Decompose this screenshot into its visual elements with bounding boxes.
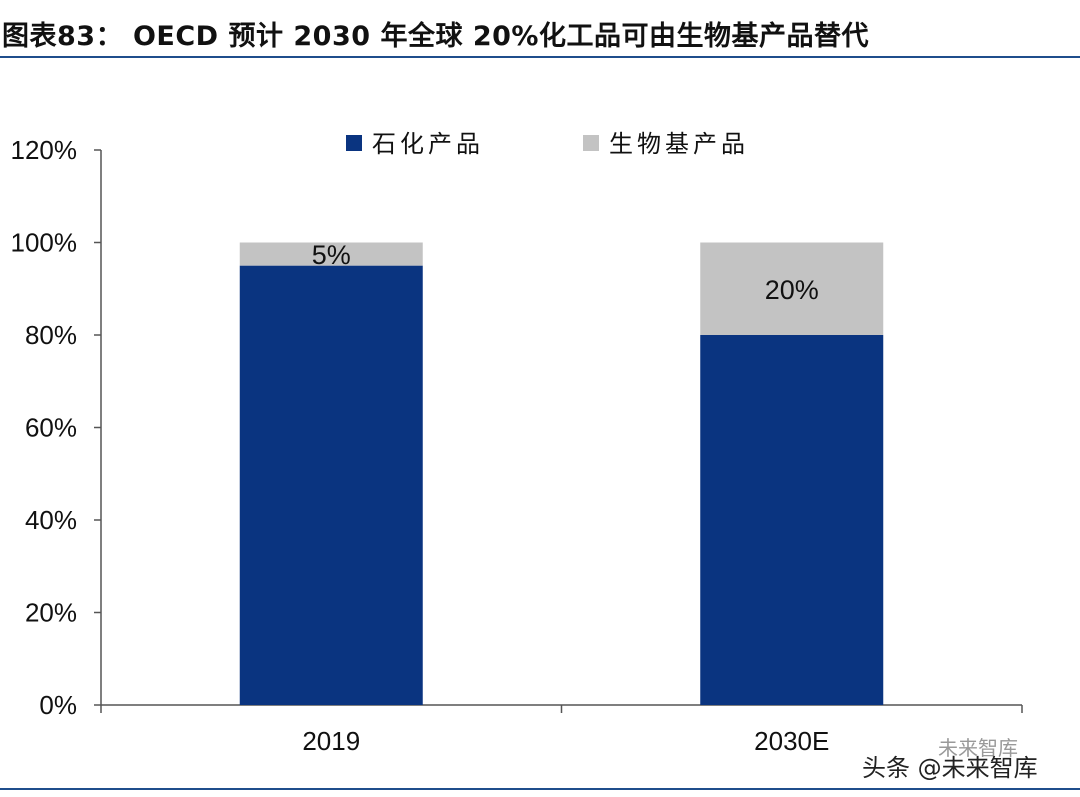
y-tick-label: 120% — [11, 135, 78, 165]
watermark-faint-text: 未来智库 — [938, 736, 1018, 760]
x-tick-label: 2030E — [754, 726, 829, 756]
legend: 石化产品 生物基产品 — [346, 130, 749, 158]
y-tick-label: 100% — [11, 228, 78, 258]
y-tick-label: 60% — [25, 413, 77, 443]
y-tick-label: 0% — [39, 690, 77, 720]
y-tick-label: 20% — [25, 598, 77, 628]
watermark-text: 头条 @未来智库 — [862, 754, 1038, 782]
legend-swatch — [583, 135, 599, 151]
data-label-biobased: 5% — [312, 240, 351, 270]
bar-petrochemical — [700, 335, 884, 705]
data-labels: 5% 20% — [312, 240, 819, 305]
legend-item-petrochemical: 石化产品 — [346, 130, 484, 158]
y-tick-label: 40% — [25, 505, 77, 535]
legend-swatch — [346, 135, 362, 151]
data-label-biobased: 20% — [765, 275, 819, 305]
figure-title: 图表83： OECD 预计 2030 年全球 20%化工品可由生物基产品替代 — [2, 21, 869, 52]
bar-biobased — [239, 242, 423, 266]
bar-biobased — [700, 242, 884, 335]
legend-label: 生物基产品 — [609, 130, 749, 158]
footer-rule — [0, 788, 1080, 790]
x-tick-label: 2019 — [302, 726, 360, 756]
bar-petrochemical — [239, 265, 423, 705]
y-tick-label: 80% — [25, 320, 77, 350]
bar-series — [239, 242, 884, 705]
legend-item-biobased: 生物基产品 — [583, 130, 749, 158]
legend-label: 石化产品 — [372, 130, 484, 158]
y-axis: 0% 20% 40% 60% 80% 100% 120% — [11, 135, 102, 720]
figure-header: 图表83： OECD 预计 2030 年全球 20%化工品可由生物基产品替代 — [0, 0, 1080, 58]
